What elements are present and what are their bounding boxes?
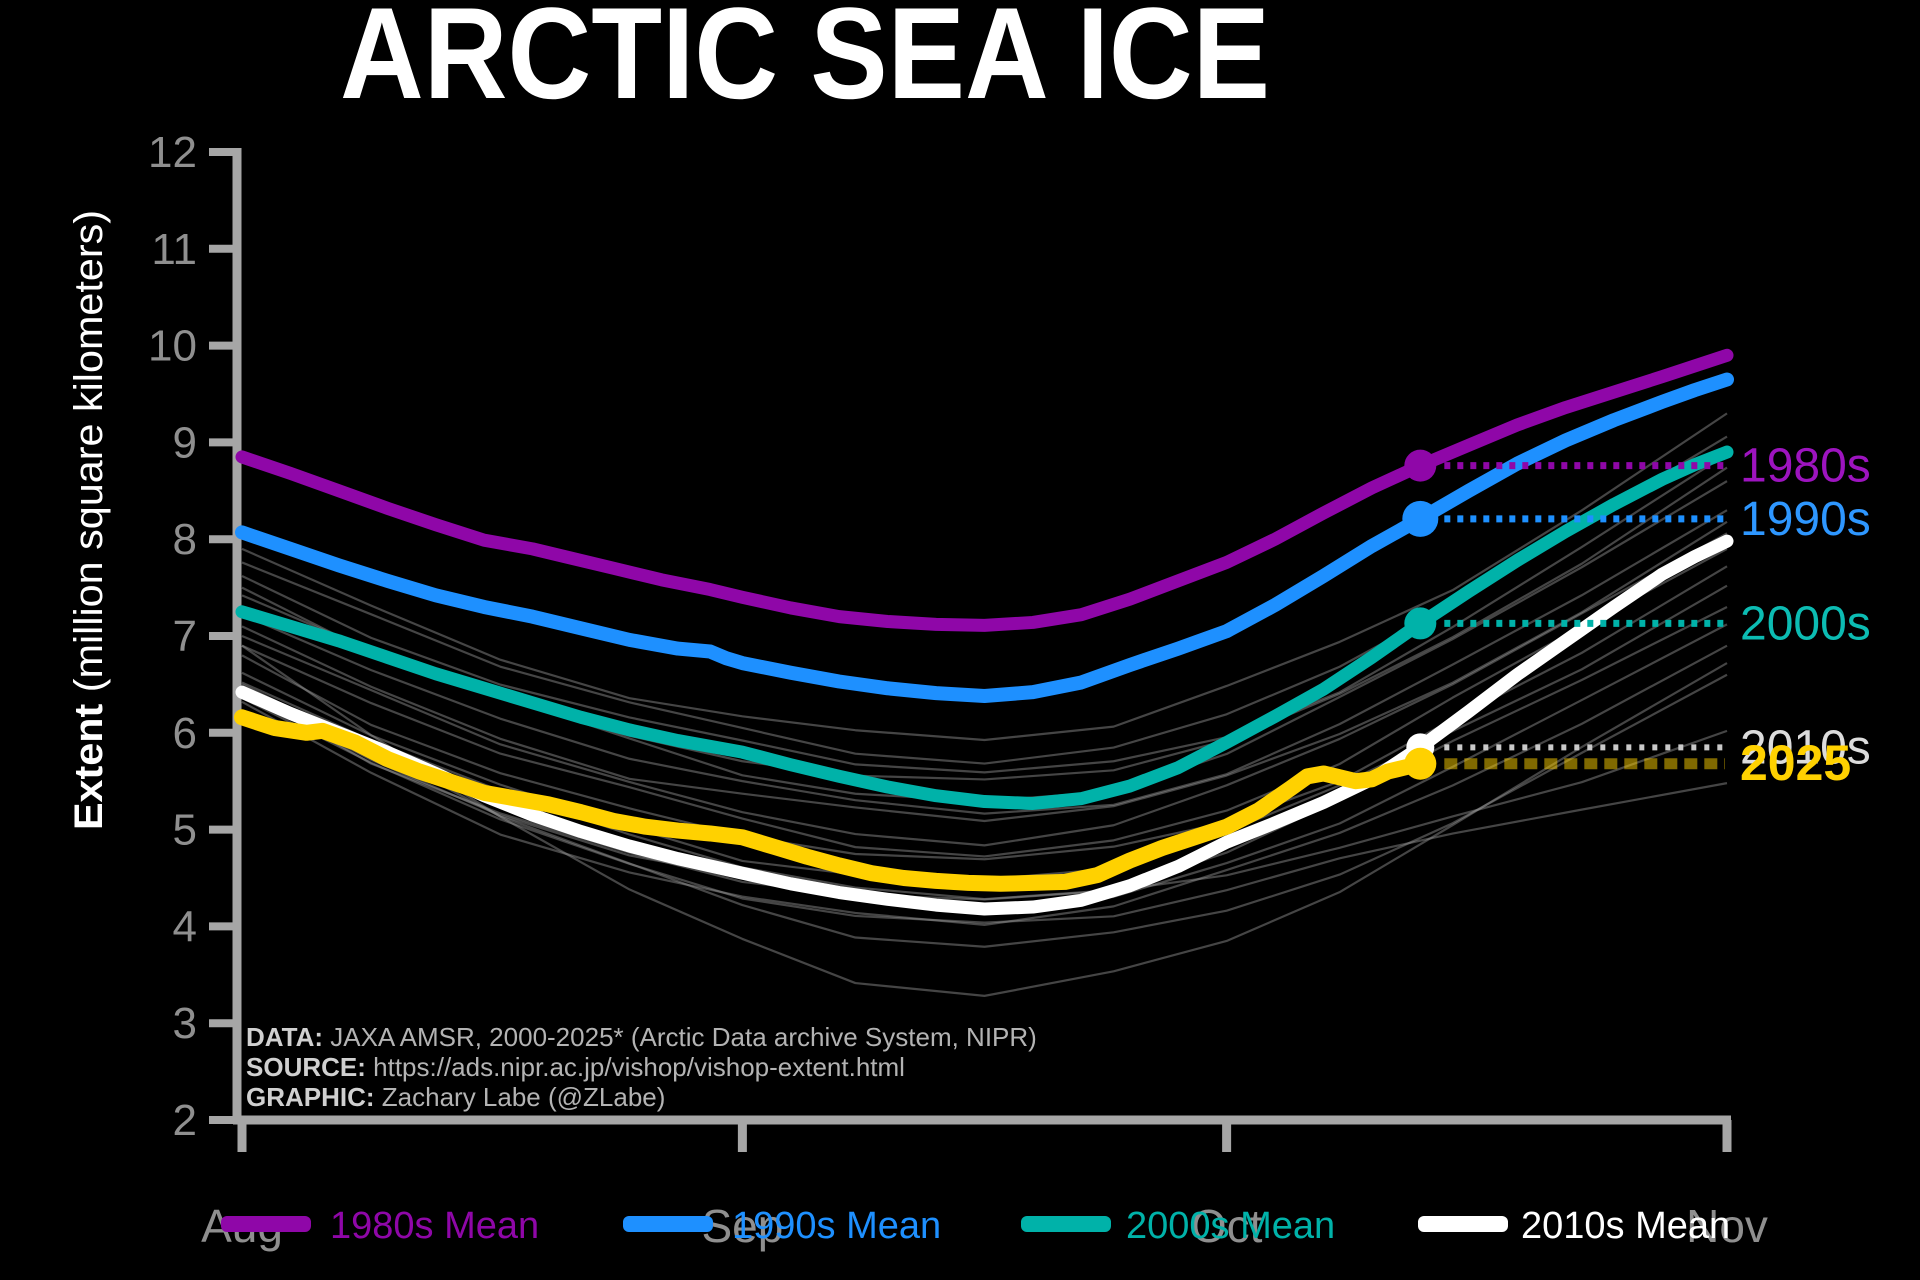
chart-title: ARCTIC SEA ICE [340, 0, 1270, 126]
series-label-2025: 2025 [1740, 735, 1851, 791]
marker-dot-1990s [1402, 500, 1439, 537]
legend-label-3: 2000s Mean [1126, 1205, 1335, 1247]
background-year-line [241, 520, 1728, 823]
background-year-line [241, 412, 1728, 742]
y-tick-label-12: 12 [148, 128, 197, 177]
y-tick-label-6: 6 [173, 709, 197, 758]
series-label-1990s: 1990s [1740, 493, 1871, 546]
x-tick-label-Nov: Nov [1686, 1200, 1768, 1252]
legend-swatch-2 [623, 1216, 713, 1232]
background-year-line [241, 532, 1728, 847]
background-year-line [241, 644, 1728, 926]
background-year-line [241, 673, 1728, 948]
background-year-line [241, 688, 1728, 901]
credit-line-3: GRAPHIC: Zachary Labe (@ZLabe) [246, 1082, 665, 1112]
y-tick-label-8: 8 [173, 515, 197, 564]
credit-line-1: DATA: JAXA AMSR, 2000-2025* (Arctic Data… [246, 1022, 1037, 1052]
background-year-line [241, 547, 1728, 858]
background-year-line [241, 509, 1728, 815]
legend-label-4: 2010s Mean [1521, 1205, 1730, 1247]
series-line-2000s [235, 445, 1734, 810]
y-tick-label-5: 5 [173, 806, 197, 855]
background-year-line [241, 644, 1728, 997]
marker-dot-1980s [1404, 449, 1437, 482]
legend-swatch-3 [1021, 1216, 1111, 1232]
series-line-1990s [235, 372, 1734, 704]
series-label-2010s: 2010s [1740, 721, 1871, 774]
series-line-2025 [234, 709, 1429, 892]
y-tick-label-11: 11 [151, 225, 197, 274]
background-year-line [241, 623, 1728, 910]
legend-label-1: 1980s Mean [330, 1205, 539, 1247]
series-line-1980s [235, 348, 1734, 632]
series-label-2000s: 2000s [1740, 597, 1871, 650]
series-label-1980s: 1980s [1740, 440, 1871, 493]
y-tick-label-9: 9 [173, 418, 197, 467]
y-tick-label-10: 10 [148, 322, 197, 371]
background-year-line [241, 453, 1728, 774]
y-tick-label-3: 3 [173, 999, 197, 1048]
y-axis-label: Extent (million square kilometers) [67, 210, 111, 830]
background-year-line [241, 696, 1728, 924]
x-tick-label-Oct: Oct [1191, 1200, 1263, 1252]
legend-swatch-1 [221, 1216, 311, 1232]
background-year-line [241, 605, 1728, 901]
marker-dot-2000s [1404, 607, 1437, 640]
y-tick-label-2: 2 [173, 1096, 197, 1145]
y-tick-label-7: 7 [173, 612, 197, 661]
legend-swatch-4 [1418, 1216, 1508, 1232]
marker-dot-2025 [1404, 747, 1437, 780]
legend-label-2: 1990s Mean [732, 1205, 941, 1247]
x-tick-label-Sep: Sep [701, 1200, 783, 1252]
credit-line-2: SOURCE: https://ads.nipr.ac.jp/vishop/vi… [246, 1052, 905, 1082]
y-tick-label-4: 4 [173, 902, 197, 951]
